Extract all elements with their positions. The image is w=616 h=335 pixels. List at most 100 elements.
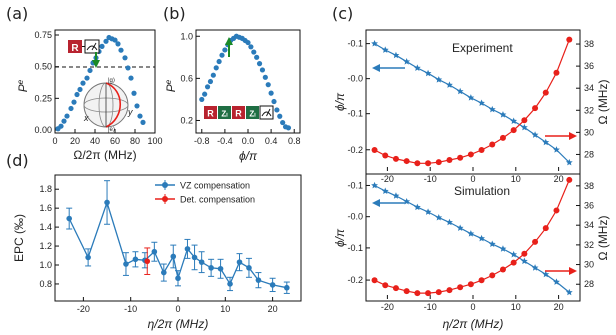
panel-a-point [84,75,90,81]
panel-b-point [245,39,251,46]
panel-d-vz-series [66,180,290,294]
panel-b-x-tick-label: 0.0 [242,136,255,146]
panel-b-point [199,96,205,103]
panel-b-point [248,44,254,50]
panel-d-y-tick-label: 0.8 [39,279,52,289]
panel-a-point [134,103,140,109]
panel-c-top-phase-point [499,111,507,118]
panel-b-point [285,125,292,131]
panel-c-top-amplitude-point [382,152,389,159]
panel-a-point [87,67,93,74]
panel-c-bottom-ylabel-right: Ω (MHz) [596,216,610,261]
panel-c-top-amplitude-point [414,160,421,167]
panel-d-vz-point [246,265,252,271]
panel-a-point [90,60,96,66]
panel-c-top-right-tick-label: 28 [584,149,594,159]
panel-c-bottom-left-ticks: -0.1 -0.0 -0.1 -0.2 [347,180,370,285]
panel-b-point [268,90,274,96]
panel-b-gate-sequence: R Zₗ R Zₗ [204,105,274,120]
panel-b-x-tick-label: 0.8 [288,136,301,146]
bloch-axis-y: y [127,107,133,117]
panel-tag-c: (c) [332,4,353,23]
panel-a-point [112,37,118,43]
panel-c-top-amplitude-point [521,117,528,124]
panel-c-bottom-amplitude-point [435,289,442,296]
panel-c-bottom-phase-point [456,224,464,231]
panel-c-bottom-x-ticks: -20 -10 0 10 20 [381,295,564,312]
panel-c-top-left-tick-label: -0.1 [347,39,363,49]
panel-a-x-tick-label: 20 [70,136,80,146]
panel-c-bottom-amplitude-point [542,225,549,232]
panel-b-point [210,72,216,78]
panel-a-point [71,99,77,105]
panel-c-bottom-phase-point [413,203,421,211]
panel-c-top-amplitude-line [374,39,570,164]
panel-d-vz-point [227,281,233,287]
panel-a-x-tick-label: 40 [90,136,100,146]
panel-d-vz-point [85,254,91,261]
panel-b-point [259,67,266,73]
panel-b-point [216,58,222,65]
panel-d-y-tick-label: 1.0 [39,260,52,270]
panel-c-bottom-amplitude-point [457,284,464,291]
panel-b-ylabel-sup: e [164,79,173,84]
panel-a-point [122,55,128,61]
panel-c-bottom-amplitude-point [403,288,410,295]
bloch-sphere-trajectory [105,82,121,128]
panel-c-bottom-x-tick-label: 20 [554,302,564,312]
panel-c-top-left-tick-label: -0.0 [347,74,363,84]
panel-d-legend: VZ compensation Det. compensation [155,180,255,205]
panel-c-bottom-phase-point [446,218,453,226]
panel-c-bottom-phase-point [542,270,550,278]
panel-c-bottom-phase-point [510,250,518,258]
panel-c-top-amplitude-point [371,147,378,154]
panel-c-top-right-tick-label: 38 [584,39,594,49]
panel-d-det-series [144,247,151,275]
panel-c-bottom-amplitude-point [566,176,573,183]
panel-c-top-right-tick-label: 36 [584,61,594,71]
panel-b-point [277,113,283,119]
gate-z1-label: Zₗ [221,110,228,119]
panel-c-top-left-tick-label: -0.2 [347,145,363,155]
panel-d-vz-point [170,253,177,260]
panel-c-top-right-tick-label: 34 [584,83,594,93]
panel-b-point [262,74,268,80]
panel-c-bottom-phase-point [499,245,507,252]
panel-b-point [219,52,225,58]
panel-c-bottom-amplitude-point [521,250,528,257]
panel-c-top-x-tick-label: -10 [424,174,437,184]
panel-c-top-x-ticks: -20 -10 0 10 20 [381,167,564,184]
panel-a-point [99,43,105,50]
panel-b-xlabel: ϕ/π [239,149,258,163]
panel-d-x-ticks: -20 -10 0 10 20 [77,297,278,314]
panel-c-bottom-left-tick-label: -0.2 [347,275,363,285]
panel-d-y-tick-label: 1.2 [39,241,52,251]
panel-c-top-right-tick-label: 30 [584,127,594,137]
panel-a-point [125,65,131,71]
panel-c-top-phase-point [371,40,378,47]
panel-c-bottom-right-tick-label: 30 [584,260,594,270]
gate-z2-label: Zₗ [249,110,256,119]
panel-c-top-amplitude-point [457,154,464,161]
panel-a-point [74,91,80,98]
panel-d-x-tick-label: 20 [268,304,278,314]
panel-d-det-point [144,258,151,265]
panel-b-ylabel: Pe [164,79,179,92]
panel-c-top-phase-point [553,146,560,153]
panel-c-bottom-amplitude-point [371,277,378,284]
legend-det-label: Det. compensation [180,195,255,205]
panel-a-point [118,47,124,53]
panel-c-top-amplitude-point [542,89,549,96]
panel-b-point [213,65,219,71]
panel-c-bottom-amplitude-point [499,266,506,273]
panel-a-gate-sequence: R [68,39,100,54]
panel-c-bottom-right-tick-label: 38 [584,181,594,191]
panel-c-top-phase-point [403,58,411,65]
panel-c-top-phase-point [520,123,528,131]
panel-b-point [271,98,277,105]
panel-c-top-amplitude-point [489,141,496,148]
panel-c-top-amplitude-point [566,36,573,43]
panel-b-x-ticks: -0.8 -0.4 0.0 0.4 0.8 [194,129,300,146]
panel-d-x-tick-label: -10 [124,304,137,314]
panel-b-point [222,47,228,53]
